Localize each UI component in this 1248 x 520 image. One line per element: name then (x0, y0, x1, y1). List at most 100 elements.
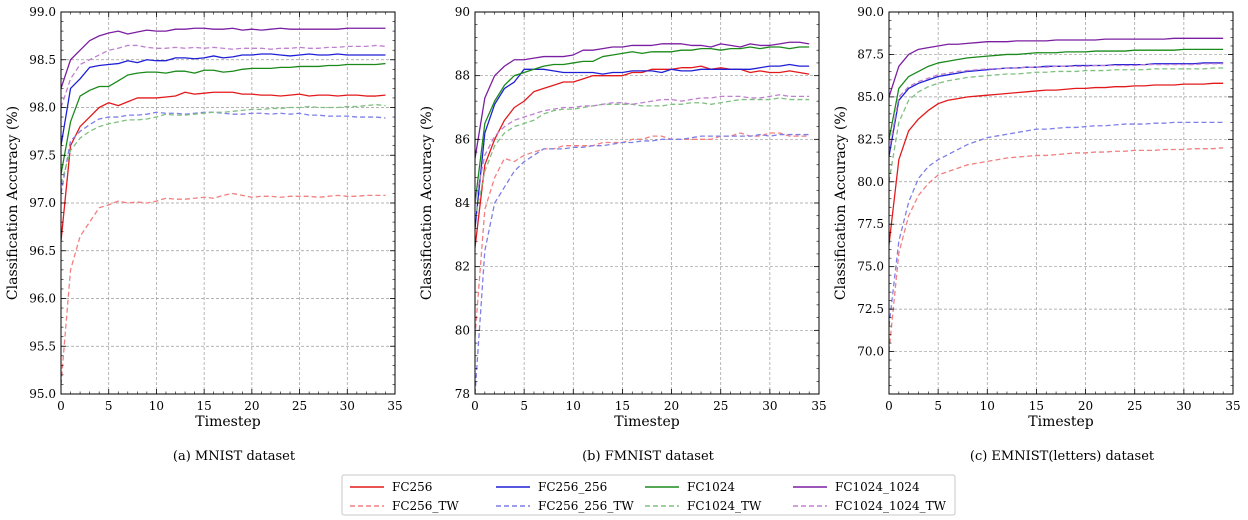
x-tick-label: 35 (1225, 399, 1240, 413)
legend-box (341, 474, 956, 516)
legend-item: FC256_256_TW (496, 499, 634, 513)
series-line-fc256 (889, 82, 1224, 245)
grid-lines (889, 12, 1233, 394)
series-line-fc1024-1024-tw (889, 63, 1224, 152)
y-tick-label: 97.0 (29, 196, 56, 210)
series-line-fc256-256-tw (889, 121, 1224, 327)
chart-panel-1: 0 5 10 15 20 25 30 35 95.0 95.5 96.0 96.5 97.0 97.5 98… (5, 5, 403, 464)
series-line-fc1024 (475, 46, 810, 204)
axes-frame (888, 11, 1234, 395)
series-line-fc1024 (61, 62, 386, 175)
y-tick-label: 70.0 (857, 345, 884, 359)
legend: FC256 FC256_256 FC1024 FC1024_1024 FC256_TW F… (341, 474, 956, 516)
series-line-fc1024-1024 (475, 41, 810, 159)
y-tick-label: 87.5 (857, 47, 884, 61)
legend-item: FC1024_1024 (793, 480, 920, 494)
legend-label: FC1024_TW (687, 499, 762, 513)
y-tick-label: 86 (455, 132, 470, 146)
y-tick-label: 78 (455, 387, 470, 401)
x-tick-label: 20 (244, 399, 259, 413)
y-tick-label: 98.5 (29, 53, 56, 67)
x-tick-label: 30 (340, 399, 355, 413)
x-tick-label: 35 (811, 399, 826, 413)
x-tick-label: 35 (387, 399, 402, 413)
legend-label: FC1024_1024 (835, 480, 920, 494)
y-axis-label: Classification Accuracy (%) (419, 106, 435, 300)
ticks: 0 5 10 15 20 25 30 35 70.0 72.5 75.0 77.5 80.0 82.5 85… (857, 5, 1240, 413)
y-tick-label: 90 (455, 5, 470, 19)
y-tick-label: 85.0 (857, 90, 884, 104)
x-axis-label: Timestep (195, 414, 260, 430)
series-line-fc256-tw (889, 147, 1224, 352)
grid-lines (475, 12, 819, 394)
series-line-fc256-256-tw (475, 133, 810, 394)
legend-label: FC256_TW (392, 499, 459, 513)
legend-label: FC256 (392, 480, 432, 494)
x-tick-label: 0 (471, 399, 479, 413)
series-line-fc256-256-tw (61, 111, 386, 194)
x-tick-label: 10 (566, 399, 581, 413)
series-line-fc256-256 (475, 63, 810, 229)
y-tick-label: 88 (455, 69, 470, 83)
panel-caption: (a) MNIST dataset (173, 449, 296, 464)
grid-lines (61, 12, 395, 394)
series-line-fc256 (61, 91, 386, 242)
x-tick-label: 20 (664, 399, 679, 413)
x-tick-label: 25 (1127, 399, 1142, 413)
chart-panel-2: 0 5 10 15 20 25 30 35 78 80 82 84 86 88 90 Timestep Clas… (419, 5, 827, 464)
chart-panel-3: 0 5 10 15 20 25 30 35 70.0 72.5 75.0 77.5 80.0 82.5 85… (833, 5, 1241, 464)
series-line-fc1024-1024-tw (475, 94, 810, 204)
series-line-fc1024-1024 (889, 37, 1224, 98)
legend-item: FC1024 (645, 480, 735, 494)
y-tick-label: 75.0 (857, 260, 884, 274)
y-tick-label: 98.0 (29, 101, 56, 115)
y-tick-label: 84 (455, 196, 471, 210)
x-tick-label: 0 (57, 399, 65, 413)
legend-item: FC256 (350, 480, 432, 494)
y-tick-label: 99.0 (29, 5, 56, 19)
y-axis-label: Classification Accuracy (%) (5, 106, 21, 300)
y-tick-label: 82.5 (857, 132, 884, 146)
series-group (61, 27, 386, 385)
ticks: 0 5 10 15 20 25 30 35 78 80 82 84 86 88 90 (455, 5, 827, 413)
y-tick-label: 95.5 (29, 339, 56, 353)
series-line-fc256-tw (475, 132, 810, 337)
y-tick-label: 96.0 (29, 292, 56, 306)
y-tick-label: 80 (455, 323, 470, 337)
legend-item: FC256_TW (350, 499, 459, 513)
series-line-fc256-tw (61, 192, 386, 385)
x-tick-label: 15 (1029, 399, 1044, 413)
series-line-fc1024-tw (61, 103, 386, 185)
x-tick-label: 0 (885, 399, 893, 413)
x-tick-label: 30 (1176, 399, 1191, 413)
y-tick-label: 90.0 (857, 5, 884, 19)
x-tick-label: 25 (713, 399, 728, 413)
legend-item: FC1024_TW (645, 499, 762, 513)
legend-label: FC256_256_TW (538, 499, 634, 513)
series-line-fc1024-1024 (61, 27, 386, 89)
ticks: 0 5 10 15 20 25 30 35 95.0 95.5 96.0 96.5 97.0 97.5 98… (29, 5, 402, 413)
x-tick-label: 5 (520, 399, 528, 413)
series-line-fc1024-tw (475, 97, 810, 220)
x-tick-label: 5 (934, 399, 942, 413)
legend-item: FC256_256 (496, 480, 607, 494)
y-axis-label: Classification Accuracy (%) (833, 106, 849, 300)
y-tick-label: 80.0 (857, 175, 884, 189)
x-tick-label: 5 (105, 399, 113, 413)
series-line-fc256-256 (889, 62, 1224, 157)
y-tick-label: 96.5 (29, 244, 56, 258)
x-tick-label: 15 (197, 399, 212, 413)
x-tick-label: 30 (762, 399, 777, 413)
x-tick-label: 20 (1078, 399, 1093, 413)
series-line-fc1024-1024-tw (61, 44, 386, 108)
legend-label: FC1024 (687, 480, 735, 494)
y-tick-label: 77.5 (857, 217, 884, 231)
y-tick-label: 72.5 (857, 302, 884, 316)
x-axis-label: Timestep (614, 414, 679, 430)
series-line-fc1024 (889, 48, 1224, 140)
x-axis-label: Timestep (1028, 414, 1093, 430)
series-group (475, 41, 810, 394)
legend-item: FC1024_1024_TW (793, 499, 947, 513)
x-tick-label: 10 (980, 399, 995, 413)
panel-caption: (c) EMNIST(letters) dataset (970, 449, 1155, 464)
